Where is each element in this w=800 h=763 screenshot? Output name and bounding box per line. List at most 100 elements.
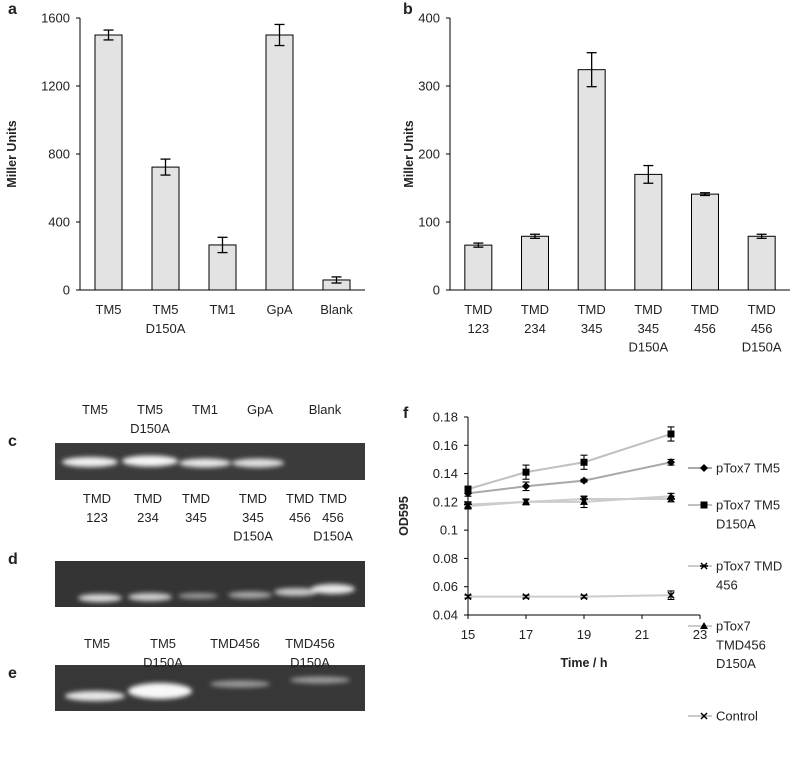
- series-line: [467, 495, 672, 508]
- marker: [700, 501, 708, 509]
- legend-marker: [700, 562, 708, 570]
- panel-letter: d: [8, 551, 18, 568]
- marker: [667, 492, 675, 500]
- y-axis-title: Miller Units: [5, 120, 19, 187]
- lane-label: TM5 D150A: [130, 402, 170, 436]
- error-bar: [643, 164, 654, 184]
- marker: [580, 476, 588, 485]
- x-axis-title: Time / h: [560, 656, 607, 670]
- y-tick-label: 0.14: [433, 466, 458, 481]
- x-tick-label: TMD 456: [691, 302, 719, 336]
- lane-label: Blank: [309, 402, 342, 417]
- legend-marker: [700, 622, 708, 629]
- y-tick-label: 0.16: [433, 438, 458, 453]
- y-tick-label: 100: [418, 215, 440, 230]
- bar: [577, 69, 606, 291]
- error-bar: [473, 242, 484, 248]
- data-point: [464, 593, 472, 601]
- legend-label: pTox7 TM5 D150A: [716, 498, 780, 532]
- lane-label: TM5: [84, 636, 110, 651]
- x-tick-label: TM1: [210, 302, 236, 317]
- error-bar: [103, 29, 114, 41]
- data-point: [522, 497, 530, 505]
- bar: [691, 193, 719, 291]
- y-tick-label: 300: [418, 79, 440, 94]
- marker: [667, 591, 675, 599]
- data-point: [667, 458, 675, 467]
- marker: [522, 497, 530, 505]
- y-axis-title: Miller Units: [402, 120, 416, 187]
- bar: [151, 166, 180, 291]
- y-tick-label: 0.18: [433, 410, 458, 425]
- x-tick-label: 17: [519, 627, 533, 642]
- y-tick-label: 1600: [41, 11, 70, 26]
- panel-letter: c: [8, 433, 17, 450]
- data-point: [667, 492, 675, 500]
- x-tick-label: 21: [635, 627, 649, 642]
- x-tick-label: TMD 345: [578, 302, 606, 336]
- x-tick-label: TMD 234: [521, 302, 549, 336]
- y-tick-label: 0: [63, 283, 70, 298]
- lane-label: TMD456: [210, 636, 260, 651]
- bar: [464, 244, 493, 291]
- marker: [700, 464, 708, 472]
- x-tick-label: TMD 456 D150A: [742, 302, 782, 355]
- data-point: [464, 502, 472, 510]
- gel-image: [55, 665, 365, 711]
- lane-label: GpA: [247, 402, 273, 417]
- y-tick-label: 0.04: [433, 608, 458, 623]
- marker: [700, 622, 708, 629]
- data-point: [667, 591, 675, 599]
- bar: [634, 173, 663, 291]
- legend-label: Control: [716, 709, 758, 724]
- data-point: [580, 476, 588, 485]
- series-line: [467, 433, 672, 491]
- data-point: [580, 458, 588, 466]
- x-tick-label: 23: [693, 627, 707, 642]
- legend-marker: [700, 464, 708, 472]
- error-bar: [700, 192, 710, 197]
- y-tick-label: 800: [48, 147, 70, 162]
- lane-label: TMD 345: [182, 491, 210, 525]
- marker: [522, 593, 530, 601]
- legend-marker: [700, 501, 708, 509]
- y-tick-label: 1200: [41, 79, 70, 94]
- data-point: [464, 485, 472, 493]
- x-tick-label: Blank: [320, 302, 353, 317]
- x-tick-label: TM5 D150A: [146, 302, 186, 336]
- data-point: [580, 593, 588, 601]
- data-point: [522, 468, 530, 476]
- x-tick-label: TMD 345 D150A: [628, 302, 668, 355]
- error-bar: [586, 52, 597, 88]
- error-bar: [217, 236, 228, 254]
- gel-bands: [65, 676, 350, 701]
- y-tick-label: 0.1: [440, 523, 458, 538]
- y-tick-label: 200: [418, 147, 440, 162]
- marker: [522, 482, 530, 491]
- gel-bands: [62, 455, 284, 468]
- x-tick-label: GpA: [266, 302, 292, 317]
- panel-letter: b: [403, 1, 413, 18]
- bar: [265, 34, 294, 291]
- bar: [521, 235, 549, 291]
- lane-label: TMD 345 D150A: [233, 491, 273, 544]
- bar: [94, 34, 123, 291]
- x-tick-label: TMD 123: [464, 302, 492, 336]
- x-tick-label: 15: [461, 627, 475, 642]
- marker: [667, 458, 675, 467]
- marker: [580, 497, 588, 505]
- legend-label: pTox7 TMD456 D150A: [716, 619, 766, 672]
- panel-letter: a: [8, 1, 17, 18]
- series-line: [468, 594, 672, 598]
- data-point: [580, 497, 588, 505]
- lane-label: TMD 234: [134, 491, 162, 525]
- lane-label: TM5: [82, 402, 108, 417]
- error-bar: [160, 158, 171, 176]
- error-bar: [331, 276, 342, 284]
- panel-letter: f: [403, 405, 409, 422]
- legend-label: pTox7 TMD 456: [716, 559, 782, 593]
